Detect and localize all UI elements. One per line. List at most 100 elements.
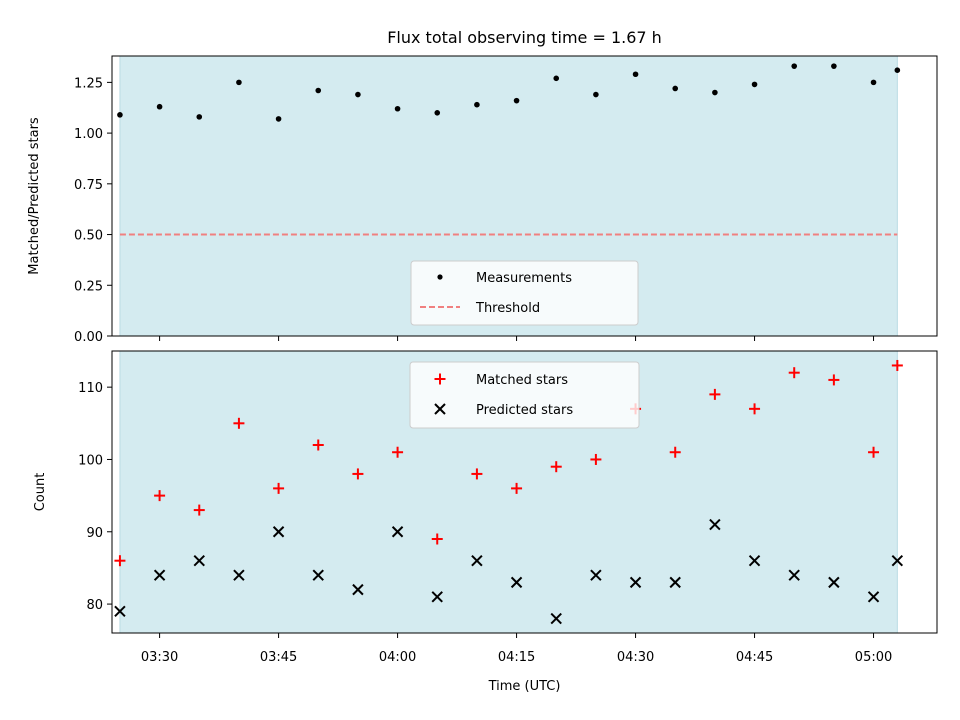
bottom-xtick-label: 04:30	[617, 650, 654, 665]
bottom-legend: Matched stars Predicted stars	[409, 361, 640, 429]
matched-star-point	[154, 490, 166, 502]
measurement-point	[315, 87, 322, 94]
predicted-star-point	[590, 569, 602, 581]
predicted-star-point	[669, 576, 681, 589]
predicted-star-point-b	[471, 554, 483, 567]
predicted-star-point-b	[391, 526, 404, 538]
bottom-xtick-label: 04:45	[736, 650, 773, 665]
top-ytick-label: 0.50	[74, 229, 103, 244]
legend-predicted-glyph	[434, 403, 446, 415]
predicted-star-point-b	[669, 576, 681, 589]
legend-predicted-label: Predicted stars	[476, 403, 573, 418]
predicted-star-point-b	[153, 569, 166, 581]
matched-star-point	[193, 504, 205, 516]
matched-star-point	[749, 403, 761, 415]
predicted-star-point	[352, 583, 364, 596]
predicted-star-point	[510, 576, 523, 589]
measurement-point	[751, 81, 758, 88]
legend-matched-label: Matched stars	[476, 373, 568, 388]
predicted-star-point	[748, 554, 761, 567]
predicted-star-point-b	[312, 569, 324, 581]
bottom-panel: 80 90 100 110 03:30 03:45 04:00 04:15 04:30 04:4…	[33, 350, 938, 694]
top-ytick-label: 0.00	[74, 330, 103, 345]
bottom-xtick-label: 04:00	[379, 650, 416, 665]
matched-star-point	[550, 461, 562, 473]
measurement-point	[474, 101, 480, 108]
predicted-star-point-b	[709, 518, 721, 531]
matched-star-point	[669, 446, 681, 458]
predicted-star-point-b	[193, 554, 205, 567]
predicted-star-point	[788, 569, 800, 581]
measurement-point	[712, 89, 718, 96]
measurement-point	[513, 97, 520, 104]
legend-threshold-label: Threshold	[475, 301, 540, 316]
top-ylabel: Matched/Predicted stars	[27, 117, 42, 275]
measurement-point	[117, 112, 123, 118]
measurement-point	[196, 114, 203, 120]
bottom-xtick-label: 05:00	[855, 650, 892, 665]
predicted-star-point	[471, 554, 483, 567]
matched-star-point	[392, 446, 404, 458]
matched-star-point	[828, 374, 840, 386]
bottom-xtick-label: 03:45	[260, 650, 297, 665]
matched-star-point	[114, 555, 126, 567]
matched-star-point	[431, 533, 443, 545]
matched-star-point	[273, 482, 285, 494]
predicted-star-point-b	[352, 583, 364, 596]
predicted-star-point	[629, 576, 642, 589]
measurement-point	[553, 75, 560, 82]
bottom-ytick-label: 90	[86, 526, 103, 541]
top-ytick-label: 1.25	[74, 76, 103, 91]
matched-star-point	[891, 359, 903, 371]
predicted-star-point	[431, 591, 443, 603]
predicted-star-point-b	[828, 576, 840, 589]
legend-predicted-marker	[434, 403, 446, 415]
predicted-star-point	[391, 526, 404, 538]
measurement-point	[434, 110, 441, 116]
legend-measurements-marker	[437, 274, 443, 280]
predicted-star-point	[312, 569, 324, 581]
matched-star-point	[868, 446, 880, 458]
measurement-point	[672, 85, 679, 92]
bottom-plot-frame	[111, 350, 938, 634]
bottom-ylabel: Count	[33, 473, 48, 512]
legend-predicted-glyph-b	[434, 403, 446, 415]
measurement-point	[894, 67, 901, 74]
predicted-star-point-b	[788, 569, 800, 581]
measurement-point	[394, 105, 401, 112]
matched-star-point	[471, 468, 483, 480]
bottom-ytick-label: 80	[86, 598, 103, 613]
measurement-point	[156, 103, 163, 110]
measurement-point	[593, 91, 599, 98]
legend-matched-glyph	[434, 373, 446, 385]
bottom-ytick-label: 110	[78, 381, 103, 396]
predicted-star-point	[891, 554, 904, 567]
predicted-star-point	[193, 554, 205, 567]
measurement-point	[236, 79, 242, 86]
matched-star-point	[352, 468, 364, 480]
matched-star-point	[788, 367, 800, 379]
measurement-point	[831, 63, 837, 69]
predicted-star-point-b	[550, 612, 562, 625]
predicted-star-point-b	[891, 554, 904, 567]
top-plot-frame	[111, 55, 938, 337]
predicted-star-point	[114, 605, 126, 618]
top-title: Flux total observing time = 1.67 h	[387, 28, 662, 47]
predicted-star-point-b	[590, 569, 602, 581]
predicted-star-point-b	[748, 554, 761, 567]
measurement-point	[275, 116, 282, 122]
predicted-star-point-b	[272, 526, 285, 538]
measurement-point	[870, 79, 877, 86]
top-legend: Measurements Threshold	[410, 260, 639, 326]
top-panel: 0.00 0.25 0.50 0.75 1.00 1.25 Flux total obse…	[27, 28, 938, 345]
legend-matched-marker	[434, 373, 446, 385]
top-ytick-label: 1.00	[74, 127, 103, 142]
predicted-star-point-b	[629, 576, 642, 589]
predicted-star-point-b	[233, 569, 245, 581]
predicted-star-point	[709, 518, 721, 531]
matched-star-point	[590, 453, 602, 465]
bottom-legend-box	[409, 361, 640, 429]
top-ytick-label: 0.25	[74, 279, 103, 294]
predicted-star-point-b	[431, 591, 443, 603]
